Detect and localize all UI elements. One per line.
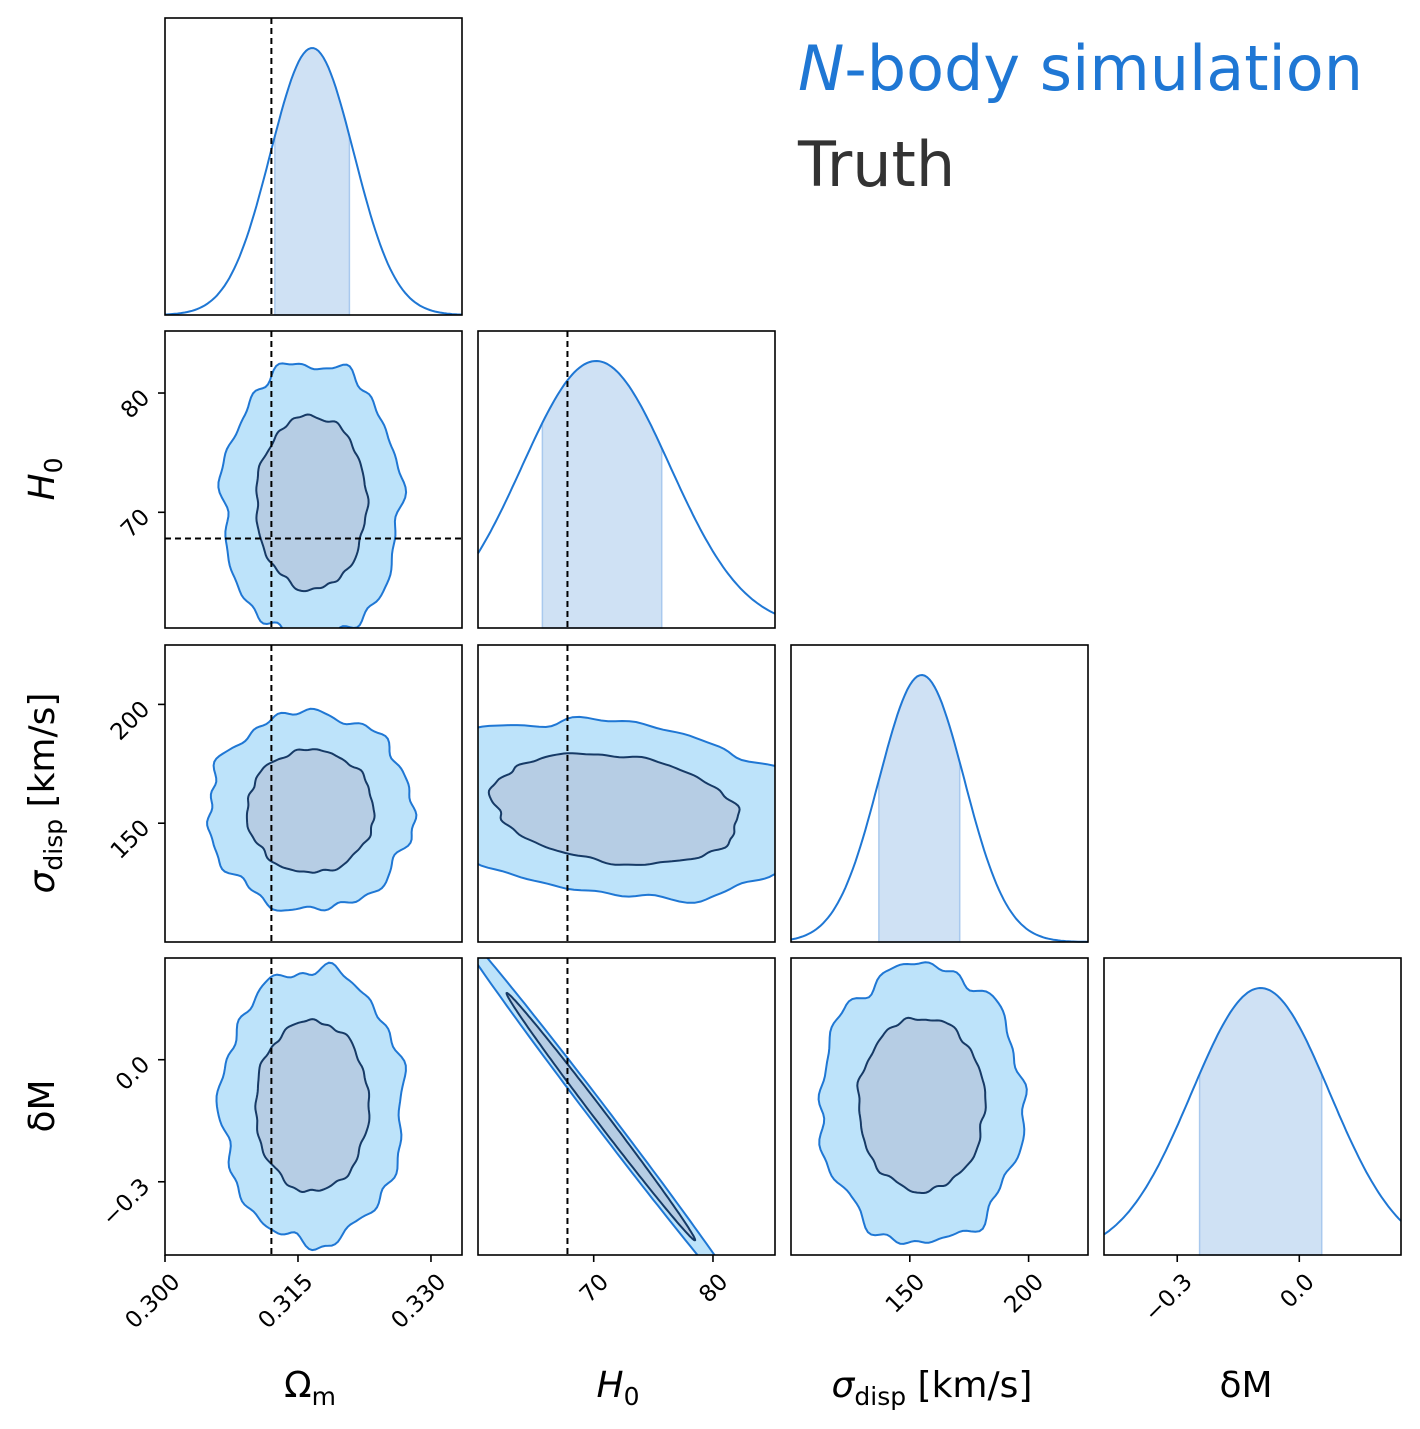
marginal-curve (790, 673, 1089, 943)
marginal-panel-1 (477, 330, 776, 629)
marginal-interval-fill (541, 360, 663, 629)
marginal-curve (1103, 986, 1402, 1236)
y-axis-label-sigma: σdisp [km/s] (22, 693, 68, 894)
x-tick-label: 200 (1000, 1269, 1049, 1318)
y-tick-label: 150 (106, 815, 155, 864)
panel-contours (215, 958, 407, 1255)
x-axis-label-omega-subscript: m (312, 1382, 336, 1411)
marginal-interval-fill (1198, 987, 1323, 1256)
panel-frame (477, 957, 776, 1256)
legend-truth: Truth (798, 128, 956, 201)
panel-1-2 (477, 644, 776, 943)
panel-frame (790, 644, 1089, 943)
x-axis-label-omega-main: Ω (284, 1365, 312, 1406)
panel-contours (206, 645, 418, 942)
marginal-panel-3 (1103, 957, 1402, 1256)
y-tick-label: 70 (116, 504, 155, 543)
x-tick-label: 70 (575, 1269, 614, 1308)
x-tick-label: 0.0 (1275, 1269, 1319, 1313)
contour-68 (487, 752, 741, 866)
x-axis-label-h0-main: H (597, 1365, 624, 1406)
y-axis-label-h0-subscript: 0 (39, 458, 68, 474)
legend-nbody-text: -body simulation (844, 32, 1364, 105)
panel-0-1 (164, 330, 463, 629)
panel-contours (817, 961, 1028, 1245)
contour-68 (254, 1018, 371, 1194)
y-axis-label-sigma-unit: [km/s] (22, 693, 63, 819)
x-tick-label: 0.315 (253, 1269, 318, 1334)
panel-frame (1103, 957, 1402, 1256)
marginal-panel-2 (790, 644, 1089, 943)
x-tick-label: 150 (881, 1269, 930, 1318)
y-tick-label: −0.3 (97, 1174, 155, 1232)
legend-nbody-italic: N (798, 32, 845, 105)
x-axis-label-omega: Ωm (284, 1365, 336, 1411)
marginal-interval-fill (274, 47, 351, 316)
y-axis-label-h0-main: H (22, 473, 63, 500)
panel-frame (164, 17, 463, 316)
contour-68 (245, 748, 376, 874)
y-axis-label-sigma-main: σ (22, 869, 63, 893)
y-axis-label-h0: H0 (22, 458, 68, 501)
panel-frame (164, 957, 463, 1256)
panel-contours (478, 645, 775, 942)
panel-frame (164, 330, 463, 629)
x-axis-label-sigma: σdisp [km/s] (832, 1365, 1033, 1411)
x-axis-label-sigma-unit: [km/s] (906, 1365, 1032, 1406)
x-tick-label: 80 (694, 1269, 733, 1308)
marginal-curve (164, 47, 463, 316)
x-axis-label-dm-main: δM (1219, 1365, 1272, 1406)
x-axis-label-dm: δM (1219, 1365, 1272, 1406)
panel-2-3 (790, 957, 1089, 1256)
panel-frame (164, 644, 463, 943)
y-tick-label: 0.0 (111, 1052, 155, 1096)
panel-contours (165, 331, 462, 628)
panel-0-2 (164, 644, 463, 943)
panel-frame (477, 644, 776, 943)
marginal-interval-fill (878, 674, 961, 943)
panel-0-3 (164, 957, 463, 1256)
x-tick-label: 0.330 (386, 1269, 451, 1334)
legend-nbody-simulation: N-body simulation (798, 32, 1363, 105)
panel-frame (790, 957, 1089, 1256)
x-tick-label: 0.300 (120, 1269, 185, 1334)
marginal-panel-0 (164, 17, 463, 316)
x-axis-label-sigma-subscript: disp (854, 1382, 906, 1411)
y-axis-label-sigma-subscript: disp (39, 819, 68, 871)
contour-68 (255, 413, 370, 593)
x-axis-label-sigma-main: σ (832, 1365, 856, 1406)
marginal-curve (477, 359, 776, 615)
x-tick-label: −0.3 (1140, 1269, 1198, 1327)
panel-1-3 (477, 957, 776, 1256)
x-axis-label-h0: H0 (597, 1365, 640, 1411)
x-axis-label-h0-subscript: 0 (624, 1382, 640, 1411)
y-axis-label-dm-main: δM (22, 1079, 63, 1132)
panel-contours (478, 958, 716, 1255)
contour-68 (856, 1016, 987, 1194)
contour-68 (505, 992, 697, 1242)
panel-frame (477, 330, 776, 629)
y-tick-label: 200 (106, 696, 155, 745)
y-tick-label: 80 (116, 385, 155, 424)
y-axis-label-dm: δM (22, 1079, 63, 1132)
